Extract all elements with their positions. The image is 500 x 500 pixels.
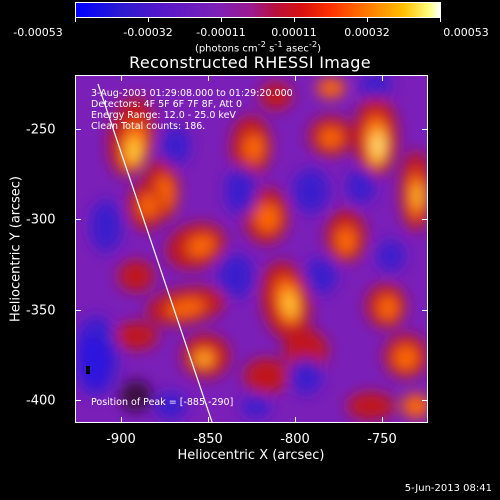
intensity-blob — [394, 346, 418, 370]
info-clean-counts: Clean Total counts: 186. — [91, 121, 206, 132]
intensity-blob — [305, 258, 337, 294]
x-tick-label: -750 — [367, 432, 397, 447]
intensity-blob — [347, 168, 375, 204]
peak-marker — [86, 366, 90, 374]
intensity-blob — [166, 299, 206, 317]
intensity-blob — [320, 128, 342, 148]
y-tick-label: -400 — [26, 393, 56, 409]
intensity-blob — [347, 392, 395, 420]
y-tick — [422, 129, 428, 130]
intensity-blob — [242, 394, 270, 418]
intensity-blob — [187, 235, 215, 257]
intensity-blob — [293, 169, 329, 213]
intensity-blob — [127, 137, 141, 165]
intensity-blob — [198, 354, 210, 364]
colorbar-tick — [440, 18, 441, 22]
colorbar-tick — [367, 18, 368, 22]
x-tick — [208, 417, 209, 423]
intensity-blob — [414, 184, 422, 208]
intensity-blob — [336, 227, 356, 255]
y-tick-label: -250 — [26, 122, 56, 138]
intensity-blob — [118, 260, 154, 292]
intensity-blob — [283, 290, 297, 318]
x-tick — [121, 417, 122, 423]
intensity-blob — [377, 240, 405, 272]
colorbar-tick — [75, 18, 76, 22]
colorbar-label: 0.00053 — [443, 26, 489, 39]
intensity-blob — [317, 78, 345, 98]
limb-line — [97, 83, 213, 422]
intensity-blob — [244, 134, 264, 162]
image-canvas — [76, 76, 427, 422]
footer-date: 5-Jun-2013 08:41 — [404, 483, 492, 494]
y-tick — [422, 310, 428, 311]
y-tick-label: -350 — [26, 303, 56, 319]
y-tick-label: -300 — [26, 212, 56, 228]
x-tick — [295, 417, 296, 423]
y-tick — [422, 400, 428, 401]
y-tick — [75, 400, 81, 401]
info-detectors: Detectors: 4F 5F 6F 7F 8F, Att 0 — [91, 99, 243, 110]
colorbar-label: 0.00011 — [271, 26, 317, 39]
colorbar-label: -0.00032 — [123, 26, 173, 39]
y-tick — [75, 219, 81, 220]
intensity-blob — [218, 254, 254, 298]
colorbar-label: -0.00053 — [13, 26, 63, 39]
info-time-range: 3-Aug-2003 01:29:08.000 to 01:29:20.000 — [91, 88, 293, 99]
x-tick — [208, 75, 209, 81]
intensity-blob — [225, 167, 257, 215]
intensity-blob — [360, 76, 392, 98]
intensity-blob — [114, 322, 158, 350]
intensity-blob — [284, 329, 328, 373]
intensity-blob — [120, 380, 152, 412]
info-peak-position: Position of Peak = [-885,-290] — [91, 397, 234, 408]
intensity-blob — [244, 358, 288, 394]
colorbar-label: 0.00032 — [344, 26, 390, 39]
intensity-blob — [82, 336, 106, 386]
y-tick — [75, 129, 81, 130]
intensity-blob — [155, 392, 187, 420]
colorbar — [75, 2, 441, 18]
y-axis-title: Heliocentric Y (arcsec) — [8, 176, 24, 322]
intensity-blob — [260, 82, 292, 110]
y-tick — [75, 310, 81, 311]
colorbar-label: -0.00011 — [196, 26, 246, 39]
intensity-blob — [402, 394, 427, 418]
intensity-blob — [90, 200, 122, 252]
x-axis-title: Heliocentric X (arcsec) — [177, 448, 325, 463]
colorbar-tick — [294, 18, 295, 22]
colorbar-units: (photons cm-2 s-1 asec-2) — [194, 39, 322, 55]
info-energy-range: Energy Range: 12.0 - 25.0 keV — [91, 110, 236, 121]
colorbar-tick — [221, 18, 222, 22]
x-tick-label: -850 — [193, 432, 223, 447]
x-tick — [295, 75, 296, 81]
x-tick — [121, 75, 122, 81]
y-tick — [422, 219, 428, 220]
rhessi-image-plot: 3-Aug-2003 01:29:08.000 to 01:29:20.000 … — [75, 75, 428, 423]
plot-title: Reconstructed RHESSI Image — [129, 53, 371, 72]
intensity-blob — [378, 296, 398, 320]
intensity-blob — [290, 358, 322, 394]
intensity-blob — [256, 204, 280, 232]
x-tick-label: -800 — [280, 432, 310, 447]
intensity-blob — [162, 126, 190, 166]
colorbar-tick — [148, 18, 149, 22]
intensity-blob — [375, 136, 381, 156]
x-tick — [382, 75, 383, 81]
x-tick — [382, 417, 383, 423]
x-tick-label: -900 — [106, 432, 136, 447]
intensity-blob — [139, 194, 157, 218]
